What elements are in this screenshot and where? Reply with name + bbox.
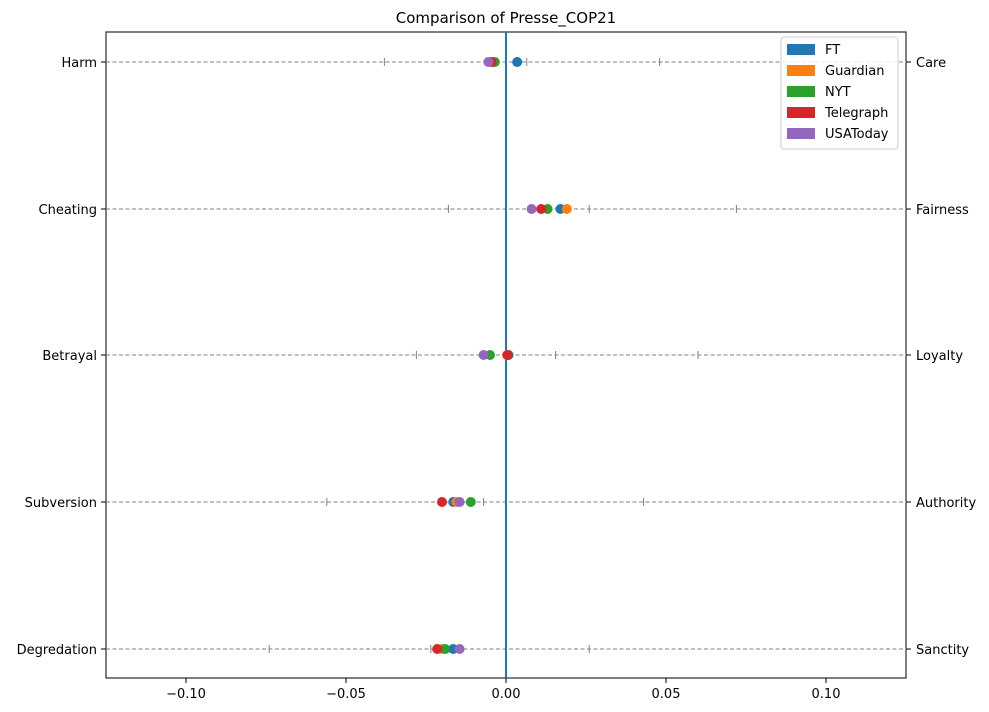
legend-swatch [787, 86, 815, 97]
legend-label: USAToday [825, 127, 889, 142]
data-point-guardian [561, 204, 572, 214]
y-tick-label-right: Fairness [916, 203, 969, 218]
data-point-usatoday [454, 497, 465, 507]
y-tick-label-left: Degredation [17, 643, 97, 658]
y-tick-label-right: Sanctity [916, 643, 969, 658]
legend-swatch [787, 128, 815, 139]
chart-title: Comparison of Presse_COP21 [396, 9, 616, 28]
data-point-usatoday [478, 350, 489, 360]
y-tick-label-left: Cheating [39, 203, 97, 218]
data-point-usatoday [483, 57, 494, 67]
y-tick-label-left: Betrayal [42, 349, 97, 364]
data-point-telegraph [502, 350, 513, 360]
data-point-telegraph [437, 497, 447, 507]
y-tick-label-left: Subversion [25, 496, 97, 511]
data-point-usatoday [526, 204, 537, 214]
legend-label: Guardian [825, 64, 884, 79]
x-tick-label: −0.05 [326, 687, 366, 702]
x-tick-label: 0.10 [812, 687, 841, 702]
data-point-telegraph [536, 204, 547, 214]
legend-swatch [787, 107, 815, 118]
x-tick-label: −0.10 [166, 687, 206, 702]
data-point-ft [512, 57, 523, 67]
x-tick-label: 0.05 [652, 687, 681, 702]
y-tick-label-left: Harm [61, 56, 97, 71]
legend-swatch [787, 44, 815, 55]
y-tick-label-right: Authority [916, 496, 976, 511]
y-tick-label-right: Loyalty [916, 349, 963, 364]
legend-swatch [787, 65, 815, 76]
data-point-usatoday [454, 644, 465, 654]
legend-label: Telegraph [824, 106, 888, 121]
legend-label: FT [825, 43, 840, 58]
x-tick-label: 0.00 [492, 687, 521, 702]
y-tick-label-right: Care [916, 56, 946, 71]
legend-label: NYT [825, 85, 851, 100]
data-point-nyt [440, 644, 451, 654]
data-point-nyt [465, 497, 476, 507]
data-point-telegraph [432, 644, 443, 654]
